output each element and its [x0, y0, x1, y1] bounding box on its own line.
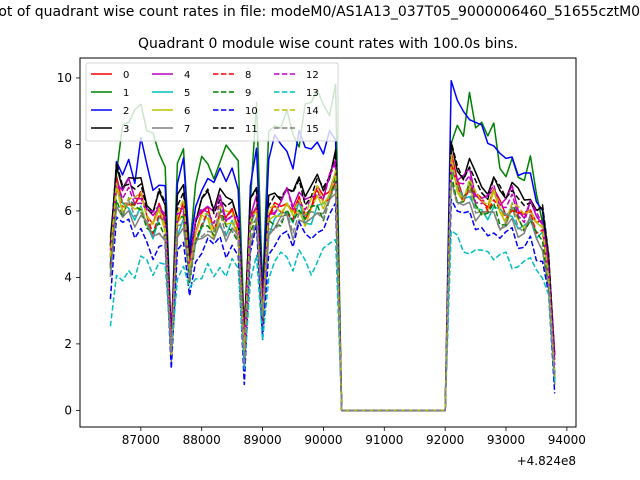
legend-label-8: 8 — [245, 70, 251, 81]
y-tick-label: 10 — [57, 71, 72, 85]
series-line-12 — [109, 154, 556, 412]
y-tick-label: 2 — [64, 337, 72, 351]
series-line-9 — [109, 172, 556, 412]
axis-ticks: 87000 88000 89000 90000 91000 92000 93000 94000… — [57, 71, 586, 468]
x-offset-label: +4.824e8 — [517, 454, 576, 468]
legend-box — [85, 62, 339, 142]
x-tick-label: 90000 — [304, 433, 342, 447]
series-line-15 — [109, 181, 556, 412]
chart-title: Quadrant 0 module wise count rates with … — [138, 36, 518, 52]
x-tick-label: 92000 — [426, 433, 464, 447]
y-tick-label: 6 — [64, 204, 72, 218]
legend-label-12: 12 — [306, 70, 319, 81]
x-tick-label: 89000 — [243, 433, 281, 447]
legend-label-14: 14 — [306, 106, 319, 117]
series-lines — [109, 79, 556, 412]
x-tick-label: 93000 — [487, 433, 525, 447]
legend-label-5: 5 — [184, 88, 190, 99]
legend-label-15: 15 — [306, 124, 319, 135]
y-tick-label: 0 — [64, 403, 72, 417]
legend-label-10: 10 — [245, 106, 258, 117]
legend-label-7: 7 — [184, 124, 190, 135]
legend-label-9: 9 — [245, 88, 251, 99]
x-tick-label: 94000 — [548, 433, 586, 447]
legend-label-11: 11 — [245, 124, 258, 135]
series-line-10 — [109, 198, 556, 412]
x-tick-label: 91000 — [365, 433, 403, 447]
legend-label-0: 0 — [123, 70, 129, 81]
legend-label-6: 6 — [184, 106, 190, 117]
suptitle-text: Plot of quadrant wise count rates in fil… — [0, 4, 640, 20]
legend-label-1: 1 — [123, 88, 129, 99]
y-tick-label: 8 — [64, 137, 72, 151]
x-tick-label: 87000 — [122, 433, 160, 447]
x-tick-label: 88000 — [183, 433, 221, 447]
legend-label-13: 13 — [306, 88, 319, 99]
y-tick-label: 4 — [64, 270, 72, 284]
legend-label-4: 4 — [184, 70, 190, 81]
legend-label-3: 3 — [123, 124, 129, 135]
legend-label-2: 2 — [123, 106, 129, 117]
figure-suptitle: Plot of quadrant wise count rates in fil… — [0, 0, 640, 24]
series-line-14 — [109, 154, 556, 412]
series-line-13 — [109, 229, 556, 412]
plot-area-frame — [79, 57, 577, 428]
